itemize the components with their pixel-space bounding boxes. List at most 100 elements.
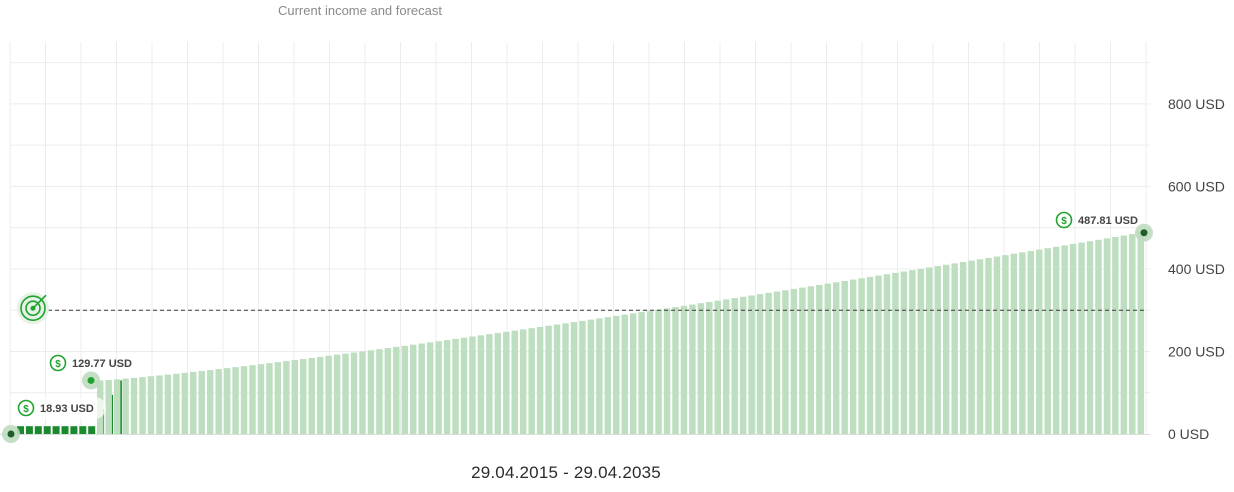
- forecast-bar: [773, 291, 781, 434]
- forecast-bar: [359, 351, 366, 434]
- dollar-sign-glyph: $: [55, 359, 61, 370]
- forecast-bar: [596, 318, 603, 434]
- forecast-bar: [917, 268, 925, 434]
- forecast-bar: [807, 286, 815, 434]
- forecast-bar: [393, 346, 400, 434]
- forecast-bar: [714, 300, 722, 434]
- forecast-bar: [528, 328, 535, 434]
- forecast-bar: [942, 264, 950, 434]
- forecast-bar: [672, 307, 679, 434]
- series-endpoint-marker: [1140, 229, 1148, 237]
- forecast-bar: [951, 263, 958, 434]
- current-income-bar: [88, 426, 96, 434]
- forecast-bar: [249, 365, 256, 434]
- forecast-bar: [274, 362, 282, 434]
- forecast-bar: [765, 292, 772, 434]
- forecast-bar: [139, 377, 146, 434]
- forecast-bar: [291, 360, 299, 434]
- forecast-bar: [900, 271, 908, 434]
- y-tick-label: 600 USD: [1168, 178, 1225, 194]
- series-endpoint-marker: [7, 430, 15, 438]
- forecast-bar: [223, 368, 231, 434]
- forecast-bar: [435, 341, 442, 434]
- annotation-pill: [14, 397, 106, 419]
- forecast-bar: [494, 332, 502, 434]
- forecast-bar: [367, 350, 375, 434]
- forecast-bar: [164, 374, 172, 434]
- forecast-bar: [1095, 239, 1102, 434]
- annotation-label: 18.93 USD: [40, 403, 94, 415]
- forecast-bar: [579, 320, 586, 434]
- annotation-label: 487.81 USD: [1078, 215, 1138, 227]
- target-icon-ring: [25, 300, 41, 317]
- forecast-bar: [638, 312, 645, 434]
- forecast-bar: [536, 326, 544, 434]
- forecast-bar: [486, 334, 493, 434]
- forecast-bar: [883, 274, 891, 434]
- current-income-bar: [43, 426, 51, 434]
- forecast-bar: [706, 301, 713, 434]
- forecast-bar: [545, 325, 552, 434]
- target-icon: [20, 295, 46, 322]
- forecast-bar: [756, 294, 764, 434]
- y-tick-label: 200 USD: [1168, 343, 1225, 359]
- dollar-sign-glyph: $: [1061, 216, 1067, 227]
- forecast-bar: [418, 343, 425, 434]
- y-tick-label: 0 USD: [1168, 426, 1209, 442]
- forecast-bar: [1002, 255, 1009, 434]
- forecast-bar: [604, 317, 612, 434]
- forecast-bar: [723, 299, 730, 434]
- forecast-bar: [1137, 232, 1144, 434]
- forecast-bar: [841, 280, 848, 434]
- forecast-bar: [621, 314, 628, 434]
- forecast-bar: [122, 378, 129, 434]
- forecast-bar: [266, 363, 273, 434]
- forecast-bar: [976, 259, 984, 434]
- forecast-bar: [1069, 243, 1077, 434]
- current-income-bar: [52, 426, 60, 434]
- forecast-bar: [300, 358, 307, 434]
- forecast-bar: [1129, 234, 1136, 434]
- forecast-bar: [875, 275, 882, 434]
- forecast-bar: [333, 354, 341, 434]
- dollar-sign-glyph: $: [23, 404, 29, 415]
- forecast-bar: [173, 373, 180, 434]
- forecast-bar: [655, 309, 662, 434]
- current-income-bar: [79, 426, 87, 434]
- annotation-label: 129.77 USD: [72, 358, 132, 370]
- forecast-bar: [909, 270, 916, 434]
- forecast-bar: [1027, 250, 1035, 434]
- series-endpoint-marker: [87, 376, 95, 384]
- forecast-bar: [469, 336, 476, 434]
- forecast-bar: [190, 371, 197, 434]
- forecast-bar: [1044, 248, 1051, 434]
- forecast-bar: [613, 315, 620, 434]
- forecast-bar: [477, 335, 485, 434]
- current-income-bar: [34, 426, 42, 434]
- forecast-bar: [663, 308, 671, 434]
- forecast-bar: [1120, 235, 1128, 434]
- forecast-bar: [553, 324, 561, 434]
- forecast-bar: [562, 323, 569, 434]
- forecast-bar: [1078, 242, 1085, 434]
- forecast-bar: [892, 272, 899, 434]
- y-tick-label: 400 USD: [1168, 261, 1225, 277]
- forecast-bar: [587, 319, 595, 434]
- forecast-bar: [849, 279, 857, 434]
- forecast-bar: [731, 298, 738, 434]
- forecast-bar: [232, 367, 239, 434]
- forecast-bar: [799, 287, 806, 434]
- forecast-bar: [680, 305, 688, 434]
- forecast-bar: [130, 377, 138, 434]
- forecast-bar: [1036, 249, 1043, 434]
- forecast-bar: [452, 338, 459, 434]
- forecast-bar: [240, 366, 248, 434]
- forecast-bar: [1010, 253, 1018, 434]
- forecast-bar: [198, 370, 205, 434]
- forecast-bar: [410, 344, 417, 434]
- forecast-bar: [816, 284, 823, 434]
- forecast-bar: [1112, 236, 1119, 434]
- current-income-bar: [70, 426, 78, 434]
- forecast-bar: [1019, 252, 1026, 434]
- forecast-bar: [629, 313, 637, 434]
